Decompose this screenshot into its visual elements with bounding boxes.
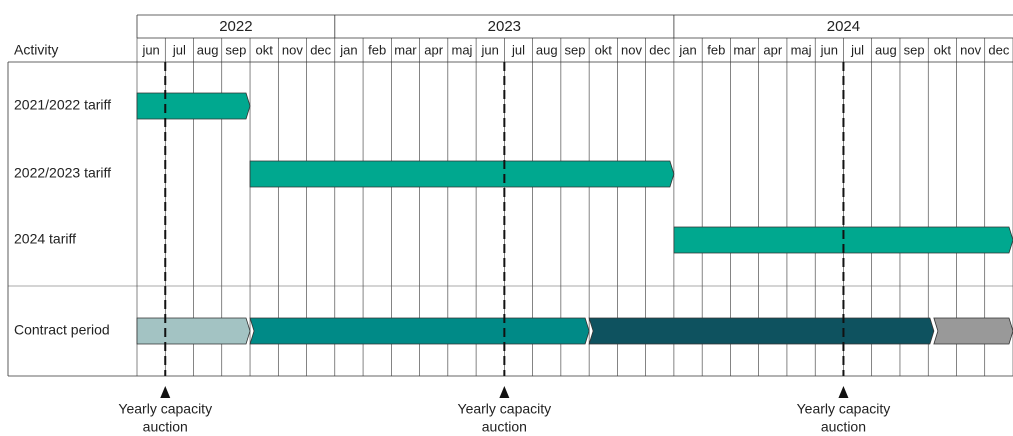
month-label: sep (565, 42, 586, 57)
month-label: apr (424, 42, 443, 57)
month-label: aug (197, 42, 219, 57)
contract-segment (249, 317, 590, 345)
year-label: 2023 (488, 18, 521, 35)
auction-marker-icon (838, 386, 849, 398)
month-label: dec (649, 42, 670, 57)
tariff-bar (673, 226, 1013, 254)
month-label: jan (339, 42, 357, 57)
month-label: jun (481, 42, 499, 57)
contract-segment (136, 317, 251, 345)
month-label: apr (763, 42, 782, 57)
auction-label: auction (821, 419, 866, 435)
month-label: jun (141, 42, 159, 57)
tariff-row-label: 2021/2022 tariff (14, 97, 111, 113)
contract-period-label: Contract period (14, 322, 110, 338)
month-label: okt (934, 42, 952, 57)
month-label: okt (255, 42, 273, 57)
month-label: jun (820, 42, 838, 57)
auction-marker-icon (499, 386, 510, 398)
month-label: mar (394, 42, 417, 57)
month-label: aug (536, 42, 558, 57)
month-label: feb (707, 42, 725, 57)
auction-marker-icon (160, 386, 171, 398)
month-label: maj (791, 42, 812, 57)
tariff-bar (249, 160, 675, 188)
month-label: nov (282, 42, 303, 57)
auction-label: Yearly capacity (797, 401, 891, 417)
month-label: okt (595, 42, 613, 57)
month-label: jul (850, 42, 864, 57)
month-label: jan (678, 42, 696, 57)
month-label: feb (368, 42, 386, 57)
month-label: dec (988, 42, 1009, 57)
contract-segment (933, 317, 1013, 345)
activity-header: Activity (14, 42, 58, 58)
auction-label: auction (143, 419, 188, 435)
year-label: 2022 (219, 18, 252, 35)
month-label: aug (875, 42, 897, 57)
auction-label: auction (482, 419, 527, 435)
tariff-bar (136, 92, 251, 120)
month-label: nov (960, 42, 981, 57)
month-label: jul (172, 42, 186, 57)
month-label: maj (451, 42, 472, 57)
month-label: mar (733, 42, 756, 57)
year-label: 2024 (827, 18, 860, 35)
tariff-row-label: 2022/2023 tariff (14, 165, 111, 181)
contract-segment (588, 317, 935, 345)
month-label: sep (904, 42, 925, 57)
month-label: jul (511, 42, 525, 57)
month-label: dec (310, 42, 331, 57)
month-label: sep (225, 42, 246, 57)
auction-label: Yearly capacity (458, 401, 552, 417)
tariff-row-label: 2024 tariff (14, 231, 76, 247)
month-label: nov (621, 42, 642, 57)
auction-label: Yearly capacity (118, 401, 212, 417)
